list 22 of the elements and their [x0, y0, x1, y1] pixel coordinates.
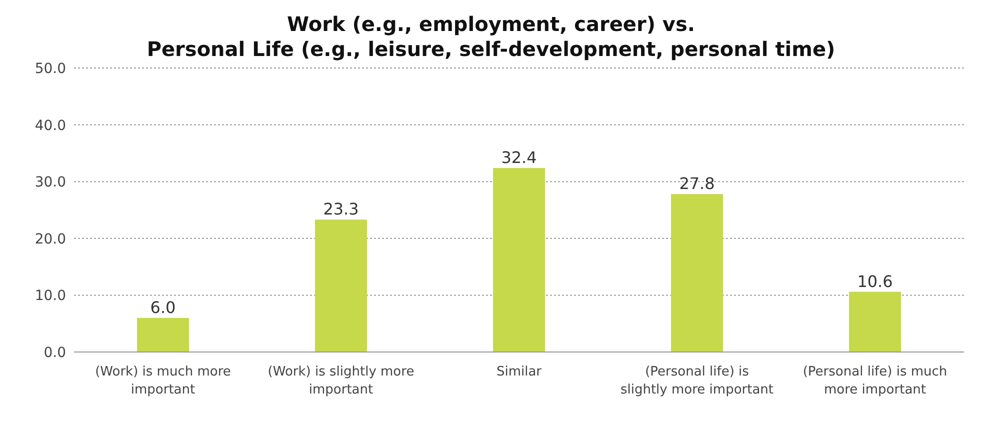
- y-tick-label: 0.0: [44, 344, 66, 361]
- y-tick-label: 10.0: [34, 288, 66, 304]
- bar: [315, 220, 367, 352]
- y-tick-label: 30.0: [34, 174, 66, 191]
- bar: [493, 168, 545, 352]
- bar: [137, 318, 189, 352]
- data-label: 10.6: [857, 272, 893, 291]
- x-tick-label: (Work) is much more important: [95, 364, 231, 398]
- y-tick-label: 40.0: [34, 118, 66, 134]
- y-tick-label: 50.0: [34, 60, 66, 77]
- chart-title: Work (e.g., employment, career) vs. Personal Life (e.g., leisure, self-development, personal time): [146, 12, 836, 62]
- x-tick-label: (Work) is slightly more important: [268, 364, 414, 398]
- y-tick-label: 20.0: [34, 231, 66, 248]
- bar: [671, 194, 723, 352]
- data-label: 6.0: [150, 298, 176, 317]
- data-label: 32.4: [501, 148, 537, 167]
- data-label: 23.3: [323, 200, 359, 219]
- x-tick-label: (Personal life) is slightly more important: [620, 364, 774, 398]
- data-label: 27.8: [679, 174, 715, 194]
- bar: [849, 292, 901, 352]
- x-tick-label: (Personal life) is much more important: [802, 364, 948, 398]
- x-tick-label: Similar: [496, 364, 542, 380]
